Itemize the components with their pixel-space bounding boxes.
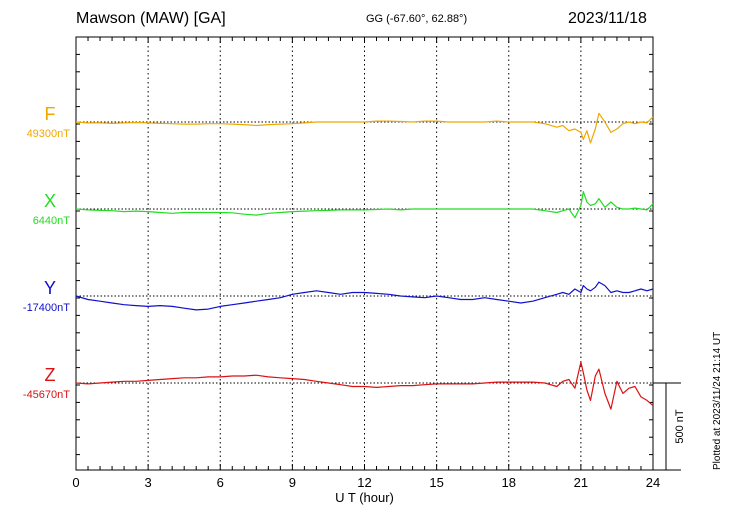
x-tick-label: 18 [502,475,516,490]
series-name-z: Z [45,365,56,385]
series-line-f [75,112,654,144]
x-tick-label: 3 [145,475,152,490]
series-line-y [75,281,654,311]
series-name-x: X [44,191,56,211]
x-tick-label: 15 [429,475,443,490]
coordinates-label: GG (-67.60°, 62.88°) [366,13,468,25]
series-name-f: F [45,104,56,124]
plotted-timestamp: Plotted at 2023/11/24 21:14 UT [712,331,723,470]
x-tick-label: 0 [72,475,79,490]
x-tick-label: 9 [289,475,296,490]
x-tick-label: 12 [357,475,371,490]
series-baseline-label-z: -45670nT [23,389,70,401]
scale-bar-label: 500 nT [674,409,686,444]
series-baseline-label-y: -17400nT [23,302,70,314]
series-line-z [75,361,654,410]
date-label: 2023/11/18 [568,10,647,27]
x-axis-label: U T (hour) [335,490,394,505]
series-baseline-label-f: 49300nT [27,128,71,140]
x-tick-label: 6 [217,475,224,490]
series-baseline-label-x: 6440nT [33,215,71,227]
x-tick-label: 24 [646,475,660,490]
series-line-x [75,191,654,219]
station-title: Mawson (MAW) [GA] [76,10,226,27]
x-tick-label: 21 [574,475,588,490]
series-name-y: Y [44,278,56,298]
